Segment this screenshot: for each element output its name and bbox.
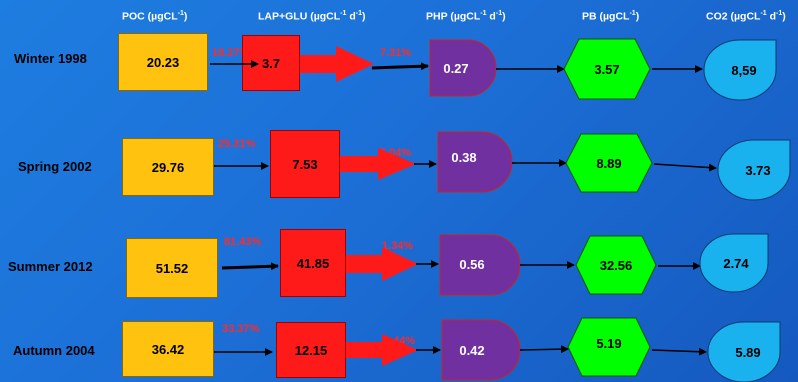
pb-hexagon: [565, 133, 653, 193]
flow-arrow: [651, 347, 707, 356]
pb-hexagon: [567, 317, 651, 377]
poc-to-lap-percent: 81.43%: [224, 236, 262, 248]
red-block-arrow: [340, 148, 416, 180]
poc-box: 51.52: [126, 238, 218, 298]
header-lap-glu: LAP+GLU (µgCL-1 d-1): [258, 10, 366, 23]
co2-drop: [707, 321, 781, 382]
pb-value: 32.56: [600, 258, 633, 273]
co2-drop: [703, 39, 777, 101]
red-block-arrow: [346, 247, 418, 281]
php-value: 0.56: [459, 257, 484, 272]
season-label: Winter 1998: [14, 51, 87, 66]
co2-value: 3.73: [745, 163, 770, 178]
header-pb: PB (µgCL-1): [582, 10, 640, 23]
co2-drop: [699, 233, 769, 293]
lap-glu-box: 7.53: [270, 130, 340, 198]
flow-arrow: [371, 62, 429, 71]
co2-value: 2.74: [723, 256, 749, 271]
flow-arrow: [519, 345, 569, 354]
header-co2: CO2 (µgCL-1 d-1): [706, 10, 786, 23]
pb-value: 5.19: [596, 336, 621, 351]
season-label: Summer 2012: [8, 259, 93, 274]
season-label: Spring 2002: [18, 159, 92, 174]
poc-box: 29.76: [122, 138, 214, 196]
pb-hexagon: [575, 235, 657, 295]
poc-box: 36.42: [122, 321, 214, 377]
red-block-arrow: [300, 46, 374, 82]
php-shape: [441, 319, 521, 381]
pb-value: 8.89: [596, 156, 621, 171]
pb-hexagon: [563, 38, 651, 100]
poc-to-lap-percent: 18.27%: [212, 47, 250, 59]
php-shape: [429, 39, 497, 97]
php-value: 0.42: [459, 343, 484, 358]
lap-to-php-percent: 1.34%: [382, 240, 414, 252]
header-php: PHP (µgCL-1 d-1): [426, 10, 506, 23]
red-block-arrow: [346, 334, 418, 366]
pb-value: 3.57: [594, 62, 619, 77]
lap-glu-box: 41.85: [280, 229, 346, 297]
co2-drop: [717, 139, 791, 201]
php-value: 0.38: [451, 150, 476, 165]
co2-value: 5.89: [735, 345, 760, 360]
season-label: Autumn 2004: [13, 343, 95, 358]
php-shape: [439, 234, 521, 296]
lap-to-php-percent: 7.31%: [380, 47, 412, 59]
poc-to-lap-percent: 33.37%: [222, 323, 260, 335]
poc-to-lap-percent: 25.31%: [218, 138, 256, 150]
lap-glu-box: 12.15: [276, 322, 346, 378]
poc-box: 20.23: [118, 33, 208, 91]
flow-arrow: [221, 262, 279, 271]
php-shape: [437, 131, 513, 193]
header-poc: POC (µgCL-1): [122, 10, 188, 23]
flow-arrow: [653, 163, 717, 172]
co2-value: 8,59: [731, 63, 756, 78]
php-value: 0.27: [443, 61, 468, 76]
